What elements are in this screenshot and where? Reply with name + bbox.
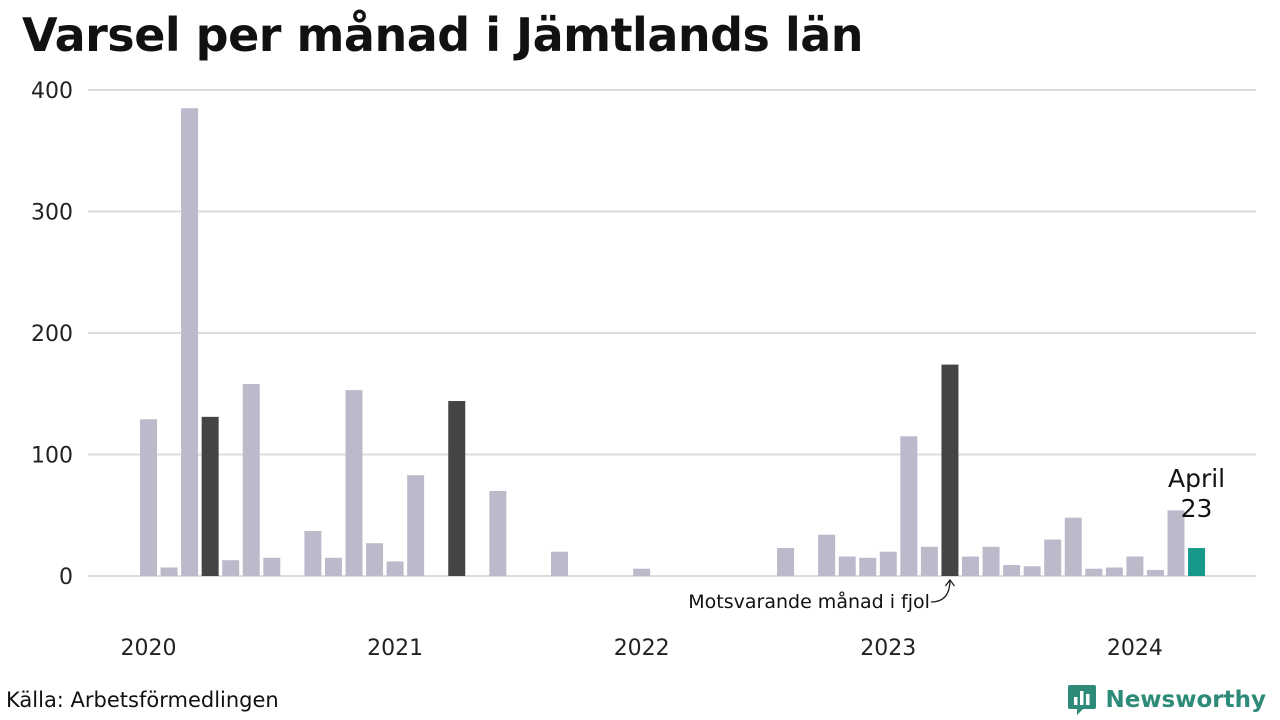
grid-lines [88,89,1256,577]
bar [962,556,979,576]
bar [859,557,877,576]
bar [1003,565,1021,576]
current-month-label: April [1168,464,1225,493]
bar [941,364,959,576]
bar [1126,556,1144,576]
bar [181,108,199,576]
source-note: Källa: Arbetsförmedlingen [6,688,279,712]
bar [140,419,157,576]
bar [920,546,938,576]
bar [1146,569,1164,576]
x-tick-label: 2024 [1107,636,1163,661]
bar [448,401,466,576]
bar [1167,510,1185,576]
y-tick-label: 400 [31,79,73,104]
brand-name: Newsworthy [1105,687,1266,713]
bar [201,416,219,576]
bar [407,475,425,576]
x-tick-label: 2020 [121,636,177,661]
bar [1188,548,1206,576]
bar [1105,567,1123,576]
bar [633,568,651,576]
bar [304,531,322,576]
annotations: April 23 Motsvarande månad i fjol [688,464,1225,613]
y-tick-label: 100 [31,444,73,469]
bar [345,390,363,576]
same-month-arrowhead [944,578,955,587]
bars [140,108,1206,576]
newsworthy-logo-icon [1068,685,1097,715]
bar [1044,539,1062,576]
bar [386,561,404,576]
bar [838,556,856,576]
x-axis-ticks: 2020 2021 2022 2023 2024 [121,636,1163,661]
y-tick-label: 200 [31,322,73,347]
same-month-arrow [930,579,951,603]
y-axis-ticks: 0 100 200 300 400 [31,79,73,590]
bar [551,551,568,576]
current-value-label: 23 [1181,494,1213,523]
bar [818,534,836,576]
x-tick-label: 2023 [860,636,916,661]
x-tick-label: 2022 [614,636,670,661]
bar [489,490,507,576]
bar [263,557,281,576]
bar [222,560,240,576]
bar [366,543,384,576]
bar [1023,566,1041,576]
same-month-note: Motsvarande månad i fjol [688,590,930,613]
x-tick-label: 2021 [367,636,423,661]
chart-title: Varsel per månad i Jämtlands län [22,8,864,62]
y-tick-label: 300 [31,201,73,226]
bar [160,567,178,576]
bar [900,436,918,576]
bar [777,548,795,576]
bar [1064,517,1082,576]
brand: Newsworthy [1067,683,1266,717]
bar [1085,568,1103,576]
bar [982,546,1000,576]
bar [324,557,342,576]
bar [242,384,260,576]
bar [879,551,897,576]
y-tick-label: 0 [59,565,73,590]
